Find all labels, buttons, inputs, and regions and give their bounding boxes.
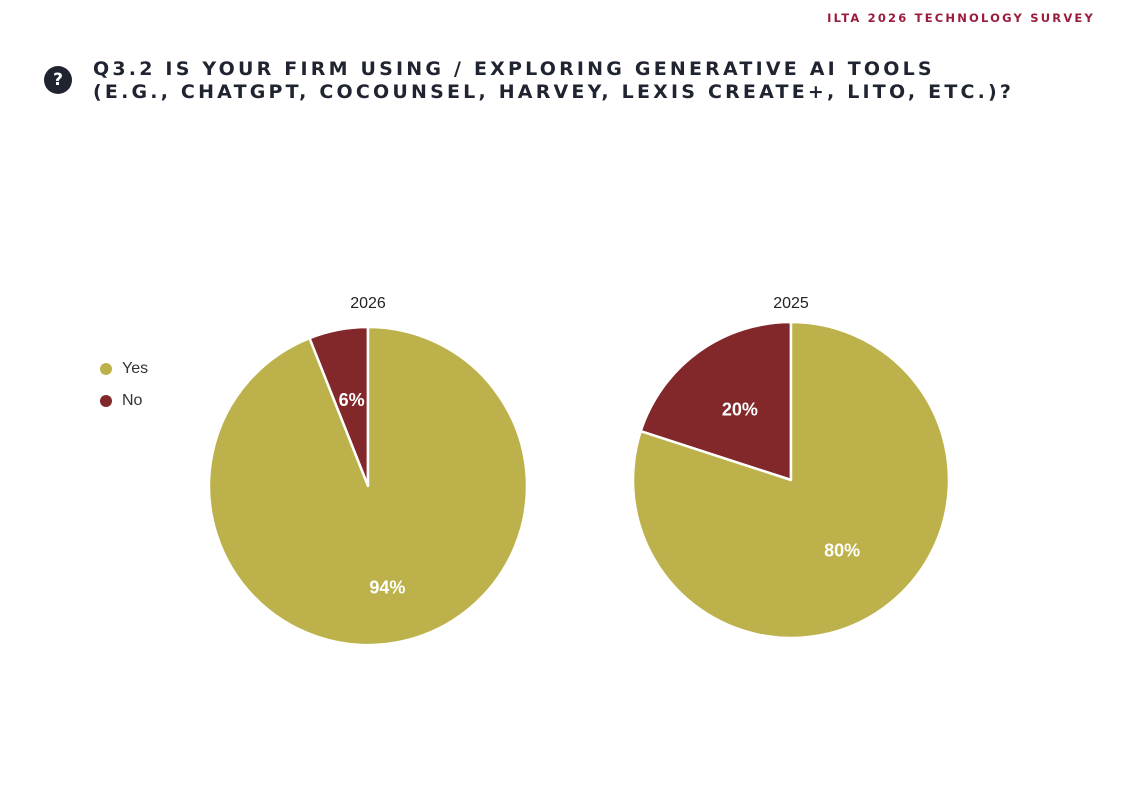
legend-item-no: No	[100, 391, 148, 411]
legend-label-yes: Yes	[122, 360, 149, 377]
pie-chart-title: 2025	[773, 295, 809, 312]
pie-chart-title: 2026	[350, 295, 386, 312]
data-label-yes: 80%	[824, 540, 860, 560]
pie-slice-no	[639, 320, 793, 482]
pie-slice-yes	[207, 325, 529, 647]
question-mark-icon: ?	[44, 66, 72, 94]
pie-slice-yes	[631, 320, 951, 640]
chart-legend: Yes No	[100, 359, 148, 423]
survey-header: ILTA 2026 TECHNOLOGY SURVEY	[827, 11, 1095, 25]
pie-chart-2025: 20% 80% 2025	[631, 295, 951, 640]
legend-swatch-yes	[100, 363, 112, 375]
question-title-line-1: Q3.2 IS YOUR FIRM USING / EXPLORING GENE…	[93, 58, 935, 80]
legend-label-no: No	[122, 392, 143, 409]
question-title: Q3.2 IS YOUR FIRM USING / EXPLORING GENE…	[93, 58, 1103, 104]
legend-swatch-no	[100, 395, 112, 407]
data-label-no: 6%	[339, 390, 365, 410]
legend-item-yes: Yes	[100, 359, 148, 379]
pie-chart-2026: 6% 94% 2026	[207, 295, 529, 647]
question-title-line-2: (E.G., CHATGPT, COCOUNSEL, HARVEY, LEXIS…	[93, 81, 1015, 103]
data-label-no: 20%	[722, 400, 758, 420]
data-label-yes: 94%	[369, 578, 405, 598]
